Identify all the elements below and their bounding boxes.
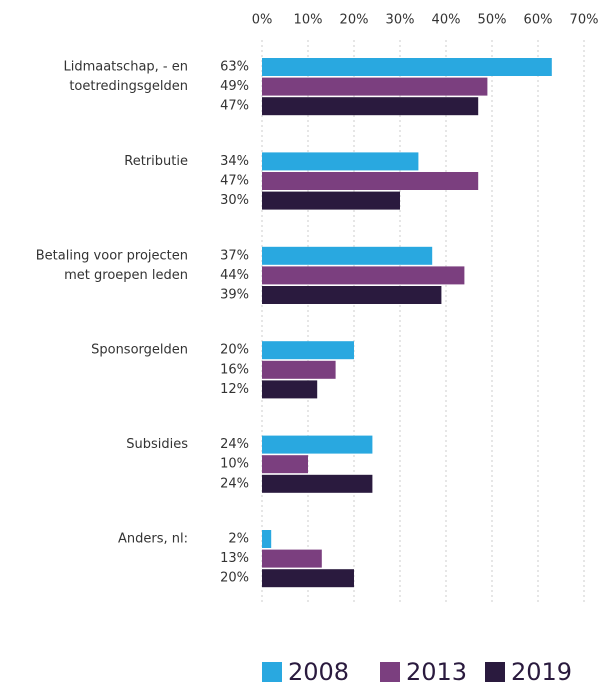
x-tick-label: 50%	[478, 13, 507, 28]
legend-swatch	[380, 662, 400, 682]
value-label: 44%	[220, 268, 249, 283]
value-label: 63%	[220, 60, 249, 75]
category-label: Betaling voor projecten	[36, 248, 188, 263]
legend-label: 2013	[406, 658, 467, 685]
bar	[262, 569, 354, 588]
bar	[262, 97, 479, 116]
bar	[262, 435, 373, 454]
value-label: 20%	[220, 571, 249, 586]
bar	[262, 246, 433, 265]
category-label: Subsidies	[126, 437, 188, 452]
bar	[262, 152, 419, 171]
bar	[262, 360, 336, 379]
x-tick-label: 20%	[340, 13, 369, 28]
category-label: Sponsorgelden	[91, 343, 188, 358]
value-label: 2%	[228, 532, 249, 547]
value-label: 47%	[220, 174, 249, 189]
legend-label: 2019	[511, 658, 572, 685]
bar	[262, 530, 272, 548]
value-label: 34%	[220, 154, 249, 169]
category-label: Retributie	[124, 154, 188, 169]
x-tick-label: 60%	[524, 13, 553, 28]
value-label: 39%	[220, 288, 249, 303]
bar	[262, 266, 465, 285]
category-label: Anders, nl:	[118, 532, 188, 547]
bar	[262, 455, 308, 474]
bar	[262, 172, 479, 190]
category-label: Lidmaatschap, - en	[63, 60, 188, 75]
value-label: 16%	[220, 362, 249, 377]
category-label: toetredingsgelden	[69, 79, 188, 94]
value-label: 13%	[220, 551, 249, 566]
x-tick-label: 40%	[432, 13, 461, 28]
legend-swatch	[485, 662, 505, 682]
bar	[262, 380, 318, 399]
value-label: 20%	[220, 343, 249, 358]
bar	[262, 77, 488, 96]
value-label: 30%	[220, 193, 249, 208]
category-label: met groepen leden	[64, 268, 188, 283]
value-label: 24%	[220, 437, 249, 452]
value-label: 37%	[220, 248, 249, 263]
value-label: 12%	[220, 382, 249, 397]
value-label: 24%	[220, 476, 249, 491]
x-tick-label: 30%	[386, 13, 415, 28]
x-tick-label: 0%	[252, 13, 273, 28]
bar	[262, 549, 322, 568]
bar	[262, 286, 442, 304]
x-tick-label: 70%	[570, 13, 599, 28]
x-tick-label: 10%	[294, 13, 323, 28]
bar	[262, 474, 373, 493]
bar	[262, 58, 552, 76]
value-label: 10%	[220, 457, 249, 472]
bar	[262, 191, 400, 210]
legend-label: 2008	[288, 658, 349, 685]
legend-swatch	[262, 662, 282, 682]
value-label: 49%	[220, 79, 249, 94]
value-label: 47%	[220, 99, 249, 114]
bar	[262, 341, 354, 360]
